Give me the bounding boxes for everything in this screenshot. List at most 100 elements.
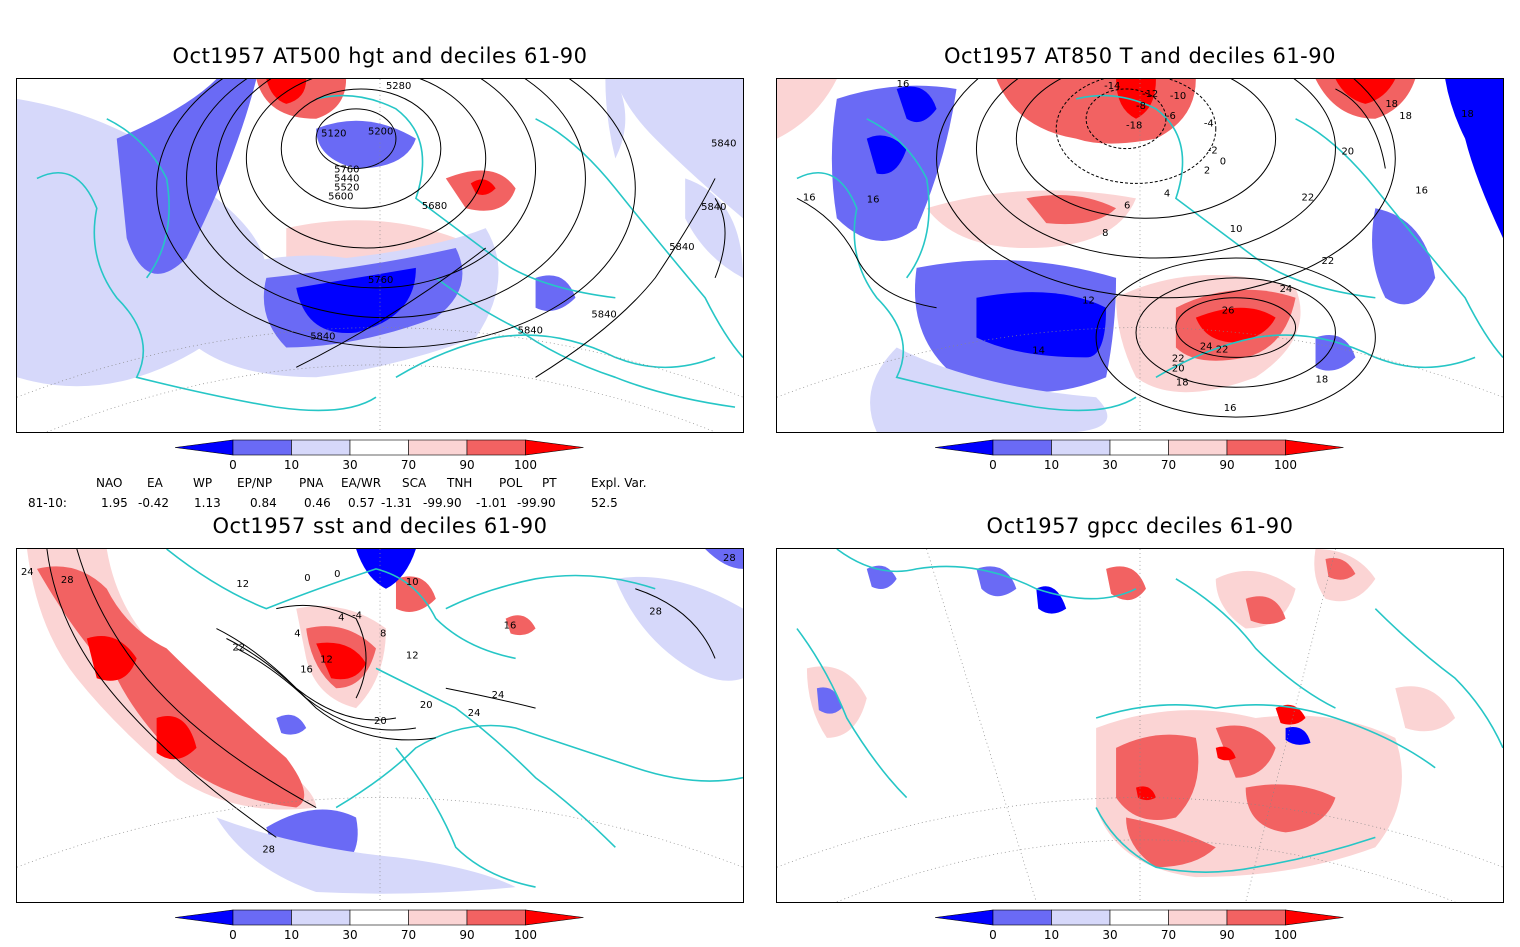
contour-label: 16 <box>504 621 517 632</box>
colorbar-arrow-high <box>1285 909 1344 926</box>
contour-label: 5760 <box>368 275 393 286</box>
teleconnection-table: NAO EA WP EP/NP PNA EA/WR SCA TNH POL PT… <box>0 474 760 514</box>
colorbar-graphic: 0 10 30 70 90 100 <box>935 909 1344 942</box>
contour-label: -6 <box>1166 111 1176 122</box>
colorbar-swatch <box>291 909 351 926</box>
map-hgt500: 5280 5120 5200 5440 5520 5600 5680 5760 … <box>16 78 744 433</box>
contour-label: 20 <box>1341 147 1354 158</box>
colorbar-swatch <box>408 439 468 456</box>
colorbar-tick-label: 70 <box>1161 928 1176 942</box>
index-header: PNA <box>299 476 324 490</box>
contour-label: 5120 <box>321 129 346 140</box>
coastlines <box>166 549 743 888</box>
colorbar-arrow-high <box>525 439 584 456</box>
contours <box>156 79 726 378</box>
colorbar-tick-label: 90 <box>1219 928 1234 942</box>
contour-label: 28 <box>649 607 662 618</box>
index-value: 1.95 <box>101 496 128 510</box>
contour-label: 5280 <box>386 81 411 92</box>
index-value: 0.46 <box>304 496 331 510</box>
contour-label: 16 <box>897 79 910 90</box>
index-value: -1.01 <box>476 496 508 510</box>
colorbar-swatch <box>466 439 526 456</box>
index-header-row: NAO EA WP EP/NP PNA EA/WR SCA TNH POL PT… <box>0 476 760 492</box>
contour-label: 12 <box>320 654 333 665</box>
colorbar-tick-label: 70 <box>1161 458 1176 472</box>
contour-label: 12 <box>406 650 419 661</box>
coastlines <box>796 94 1503 412</box>
colorbar-swatch <box>1051 439 1111 456</box>
contour-label: 20 <box>374 716 387 727</box>
map-sst: 24 28 12 0 0 -4 4 4 8 16 12 20 20 24 24 … <box>16 548 744 903</box>
colorbar-swatch <box>1051 909 1111 926</box>
colorbar-swatch <box>232 909 292 926</box>
colorbar-arrow-low <box>175 439 234 456</box>
contour-label: 16 <box>1224 403 1237 414</box>
colorbar-tick-label: 30 <box>342 458 357 472</box>
index-header: POL <box>499 476 523 490</box>
colorbar-swatch <box>1168 909 1228 926</box>
contour-label: 5840 <box>701 202 726 213</box>
colorbar-tick-label: 10 <box>1044 928 1059 942</box>
colorbar-tick-label: 90 <box>459 928 474 942</box>
panel-title-sst: Oct1957 sst and deciles 61-90 <box>212 514 548 538</box>
contour-label: 0 <box>334 569 340 580</box>
contour-label: 24 <box>21 567 34 578</box>
index-value: 52.5 <box>591 496 618 510</box>
colorbar-swatch <box>992 909 1052 926</box>
colorbar-swatch <box>291 439 351 456</box>
colorbar-bottom-left: 0 10 30 70 90 100 <box>175 907 585 947</box>
index-row-label: 81-10: <box>28 496 67 510</box>
colorbar-tick-label: 100 <box>1274 458 1297 472</box>
contour-label: 0 <box>1220 157 1226 168</box>
colorbar-tick-label: 100 <box>1274 928 1297 942</box>
contour-label: 20 <box>420 700 433 711</box>
decile-shading <box>806 549 1456 878</box>
contour-label: 5440 <box>334 173 359 184</box>
contour-label: 26 <box>1222 306 1235 317</box>
contour-label: -2 <box>1208 146 1218 157</box>
contour-label: 4 <box>294 629 300 640</box>
colorbar-swatch <box>349 909 409 926</box>
index-value: 0.57 <box>348 496 375 510</box>
contour-label: 24 <box>1200 341 1213 352</box>
contour-label: 5520 <box>334 182 359 193</box>
colorbar-tick-label: 70 <box>401 458 416 472</box>
contour-label: 28 <box>262 844 275 855</box>
contour-label: 5840 <box>310 332 335 343</box>
colorbar-swatch <box>1226 439 1286 456</box>
coastlines <box>36 94 743 412</box>
contour-label: 2 <box>1204 165 1210 176</box>
contour-label: 22 <box>1216 344 1229 355</box>
contour-label: -18 <box>1126 121 1142 132</box>
contour-label: 0 <box>304 573 310 584</box>
contour-label: 18 <box>1176 377 1189 388</box>
index-value: -99.90 <box>423 496 462 510</box>
colorbar-bottom-right: 0 10 30 70 90 100 <box>935 907 1345 947</box>
colorbar-top-right: 0 10 30 70 90 100 <box>935 437 1345 477</box>
index-value-row: 81-10: 1.95 -0.42 1.13 0.84 0.46 0.57 -1… <box>0 496 760 512</box>
colorbar-swatch <box>1168 439 1228 456</box>
contour-label: 10 <box>406 577 419 588</box>
colorbar-arrow-low <box>935 439 994 456</box>
graticule <box>777 79 1503 432</box>
contour-label: 28 <box>61 575 74 586</box>
graticule <box>17 79 743 432</box>
contour-label: 12 <box>236 579 249 590</box>
contour-label: 16 <box>1415 185 1428 196</box>
colorbar-arrow-high <box>1285 439 1344 456</box>
colorbar-swatch <box>466 909 526 926</box>
index-header: Expl. Var. <box>591 476 647 490</box>
panel-title-t850: Oct1957 AT850 T and deciles 61-90 <box>944 44 1336 68</box>
index-value: -1.31 <box>381 496 413 510</box>
colorbar-tick-label: 70 <box>401 928 416 942</box>
contour-label: -4 <box>1204 119 1214 130</box>
index-value: -99.90 <box>517 496 556 510</box>
contour-label: 18 <box>1461 109 1474 120</box>
index-value: 0.84 <box>250 496 277 510</box>
colorbar-graphic: 0 10 30 70 90 100 <box>175 439 584 472</box>
contour-label: 5840 <box>669 242 694 253</box>
colorbar-swatch <box>1109 439 1169 456</box>
contour-label: 5840 <box>591 310 616 321</box>
colorbar-graphic: 0 10 30 70 90 100 <box>935 439 1344 472</box>
